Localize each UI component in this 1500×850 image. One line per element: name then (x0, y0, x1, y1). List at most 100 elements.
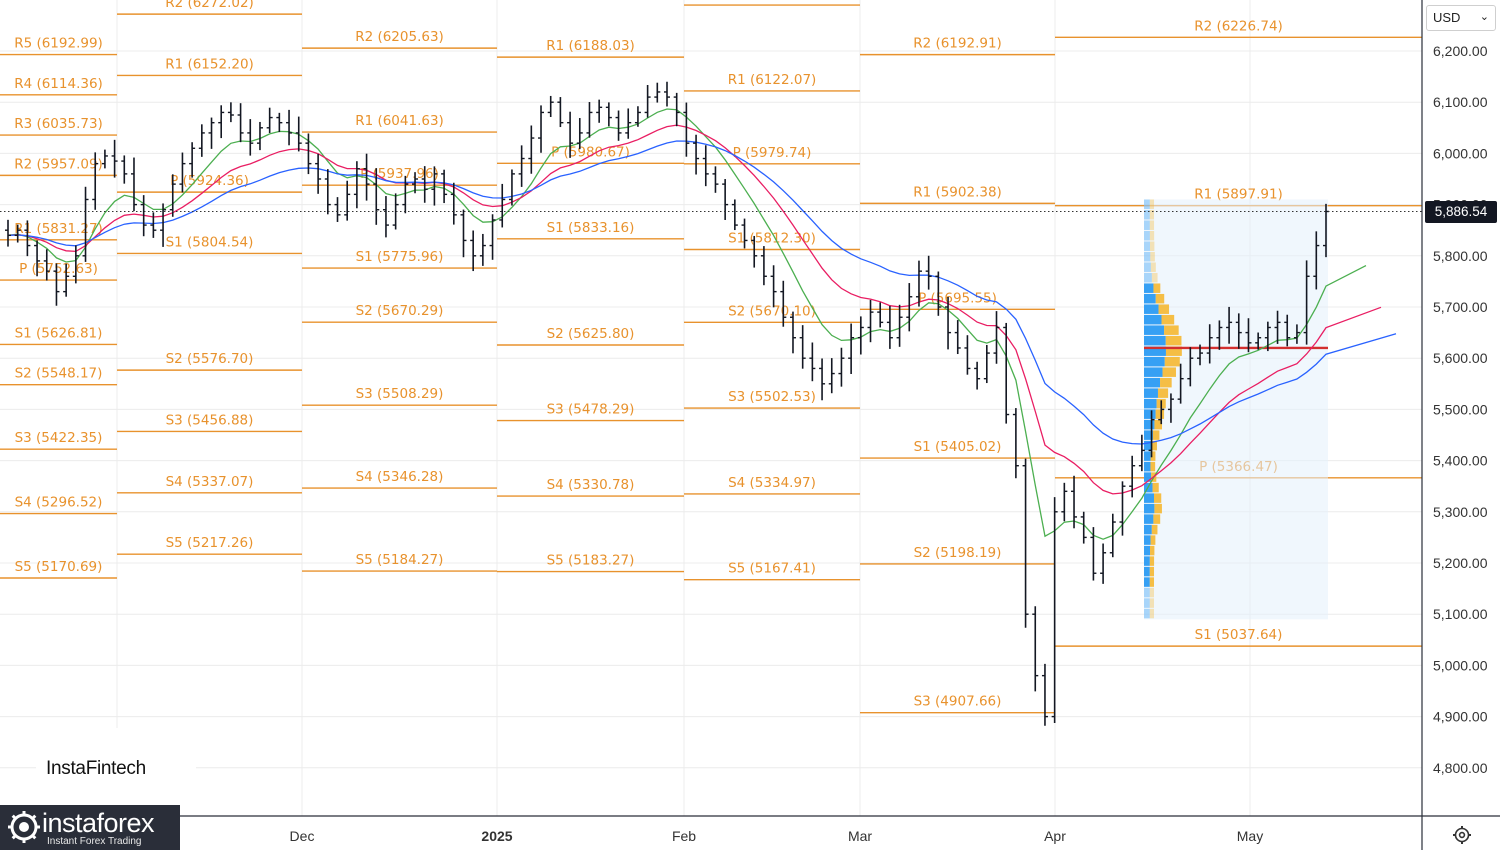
volume-profile-bar (1158, 304, 1170, 314)
pivot-levels: R5 (6192.99) R4 (6114.36) R3 (6035.73) R2 (… (0, 0, 1422, 714)
logo-subtitle: Instant Forex Trading (47, 836, 142, 847)
volume-profile-bar (1144, 440, 1152, 451)
volume-profile-bar (1150, 535, 1156, 545)
pivot-label-r1: R1 (5897.91) (1194, 187, 1283, 203)
pivot-label-r1: R1 (5831.27) (14, 221, 103, 237)
pivot-label-s5: S5 (5167.41) (728, 561, 816, 577)
y-tick-label: 5,500.00 (1433, 401, 1488, 417)
currency-value: USD (1433, 10, 1461, 25)
pivot-label-s5: S5 (5183.27) (547, 553, 635, 569)
pivot-label-r2: R2 (6205.63) (355, 29, 444, 45)
pivot-label-r2: R2 (6289.64) (728, 0, 817, 2)
currency-select[interactable]: USD ⌄ (1426, 5, 1496, 31)
pivot-label-r1: R1 (6041.63) (355, 113, 444, 129)
instafintech-watermark: InstaFintech (36, 728, 196, 808)
volume-profile-bar (1144, 262, 1151, 272)
pivot-label-r1: R1 (6188.03) (546, 38, 635, 54)
volume-profile-bar (1144, 409, 1156, 419)
volume-profile-bar (1164, 356, 1180, 367)
y-tick-label: 4,800.00 (1433, 760, 1488, 776)
ma-fast-line (7, 108, 1367, 540)
y-tick-label: 6,000.00 (1433, 145, 1488, 161)
pivot-label-s4: S4 (5337.07) (166, 474, 254, 490)
volume-profile-bar (1150, 545, 1155, 556)
volume-profile-bar (1144, 314, 1162, 325)
volume-profile-bar (1144, 346, 1166, 356)
volume-profile (1144, 199, 1328, 620)
pivot-label-r5: R5 (6192.99) (14, 36, 103, 52)
pivot-label-s2: S2 (5576.70) (166, 351, 254, 367)
volume-profile-bar (1149, 577, 1155, 587)
volume-profile-bar (1144, 577, 1150, 587)
volume-profile-bar (1144, 272, 1152, 283)
ma-slow-line (7, 140, 1397, 445)
volume-profile-bar (1151, 440, 1157, 451)
x-tick-label: Feb (672, 828, 696, 844)
watermark-text: InstaFintech (46, 758, 146, 779)
volume-profile-bar (1144, 251, 1151, 262)
pivot-label-r4: R4 (6114.36) (14, 76, 103, 92)
volume-profile-bar (1144, 503, 1155, 514)
volume-profile-bar (1162, 367, 1176, 377)
x-tick-label: 2025 (481, 828, 512, 844)
volume-profile-bar (1144, 451, 1151, 461)
x-tick-label: May (1237, 828, 1263, 844)
volume-profile-bar (1144, 566, 1150, 577)
pivot-label-s3: S3 (5508.29) (356, 386, 444, 402)
volume-profile-bar (1144, 241, 1151, 251)
volume-profile-bar (1144, 377, 1161, 388)
pivot-label-s2: S2 (5548.17) (15, 366, 103, 382)
pivot-label-s2: S2 (5625.80) (547, 326, 635, 342)
volume-profile-bar (1144, 304, 1159, 314)
x-tick-label: Apr (1044, 828, 1066, 844)
volume-profile-bar (1154, 493, 1162, 503)
volume-profile-bar (1161, 314, 1175, 325)
volume-profile-bar (1144, 209, 1150, 220)
volume-profile-bar (1149, 608, 1154, 619)
y-tick-label: 5,600.00 (1433, 350, 1488, 366)
pivot-label-r2: R2 (6226.74) (1194, 18, 1283, 34)
volume-profile-bar (1149, 556, 1155, 566)
volume-profile-bar (1144, 608, 1150, 619)
pivot-label-s1: S1 (5812.30) (728, 231, 816, 247)
x-tick-label: Dec (290, 828, 315, 844)
pivot-label-s3: S3 (5478.29) (547, 402, 635, 418)
volume-profile-bar (1155, 409, 1165, 419)
volume-profile-bar (1151, 272, 1158, 283)
settings-gear-icon[interactable] (1452, 825, 1472, 845)
pivot-label-s4: S4 (5330.78) (547, 477, 635, 493)
volume-profile-bar (1149, 598, 1154, 608)
y-tick-label: 5,400.00 (1433, 453, 1488, 469)
pivot-label-p: P (5695.55) (918, 290, 997, 306)
volume-profile-bar (1144, 535, 1151, 545)
volume-profile-bar (1144, 598, 1150, 608)
volume-profile-bar (1144, 545, 1151, 556)
pivot-label-s3: S3 (5456.88) (166, 412, 254, 428)
volume-profile-bar (1149, 566, 1155, 577)
pivot-label-s5: S5 (5170.69) (15, 559, 103, 575)
pivot-label-s4: S4 (5334.97) (728, 475, 816, 491)
x-tick-label: Mar (848, 828, 872, 844)
volume-profile-bar (1144, 587, 1150, 598)
volume-profile-bar (1144, 472, 1152, 482)
grid-lines (0, 0, 1422, 816)
volume-profile-bar (1144, 430, 1153, 440)
pivot-label-s1: S1 (5775.96) (356, 249, 444, 265)
pivot-label-r3: R3 (6035.73) (14, 116, 103, 132)
volume-profile-area (1144, 199, 1328, 620)
volume-profile-bar (1150, 241, 1155, 251)
pivot-label-r2: R2 (6272.02) (165, 0, 254, 11)
volume-profile-bar (1144, 556, 1150, 566)
y-tick-label: 4,900.00 (1433, 709, 1488, 725)
volume-profile-bar (1144, 419, 1155, 430)
volume-profile-bar (1153, 514, 1161, 524)
pivot-label-s2: S2 (5670.10) (728, 303, 816, 319)
volume-profile-bar (1144, 293, 1156, 304)
volume-profile-bar (1144, 388, 1158, 398)
y-tick-label: 6,100.00 (1433, 94, 1488, 110)
price-bars (5, 81, 1329, 726)
logo-icon (8, 811, 40, 843)
volume-profile-bar (1150, 461, 1156, 472)
